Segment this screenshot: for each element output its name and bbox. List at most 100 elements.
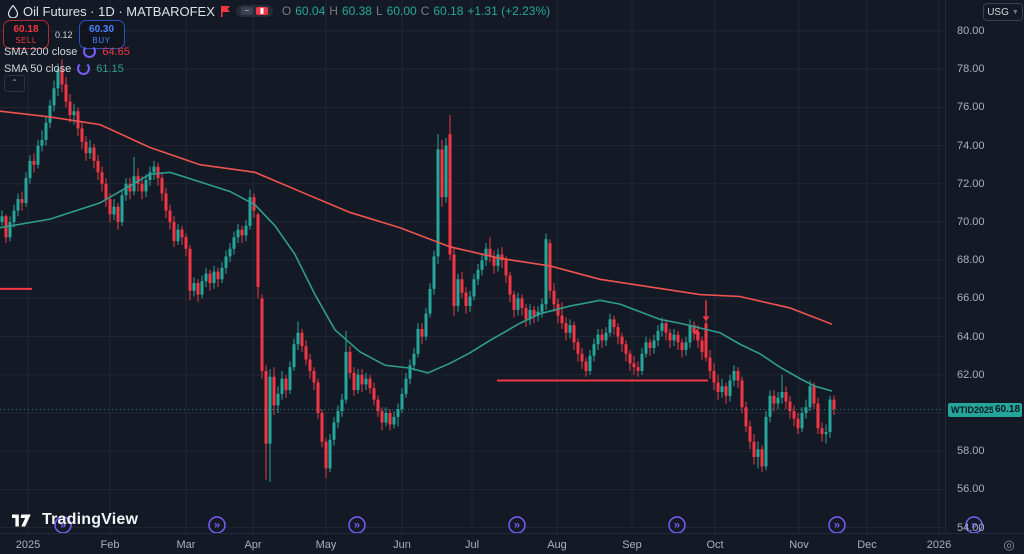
candle-body — [812, 386, 816, 404]
candle-body — [216, 271, 220, 280]
time-axis[interactable]: 2025 Feb Mar Apr May Jun Jul Aug Sep Oct Nov Dec 202… — [0, 533, 1024, 554]
candle-body — [264, 370, 268, 444]
candle-body — [752, 441, 756, 457]
candle-body — [624, 344, 628, 354]
last-price-tag: 60.18 — [993, 403, 1022, 417]
candle-body — [12, 210, 16, 222]
tradingview-logo-text: TradingView — [42, 511, 139, 528]
candle-body — [180, 229, 184, 238]
candle-body — [584, 361, 588, 371]
candle-body — [100, 172, 104, 184]
indicator-legend-sma50[interactable]: SMA 50 close 61.15 — [4, 62, 124, 75]
candle-body — [56, 69, 60, 89]
indicator-legend-sma200[interactable]: SMA 200 close 64.65 — [4, 45, 130, 58]
candle-body — [20, 199, 24, 203]
candle-body — [672, 334, 676, 341]
candle-body — [144, 179, 148, 192]
candle-body — [780, 391, 784, 398]
candle-body — [220, 267, 224, 280]
loading-spinner-icon — [77, 62, 91, 75]
double-arrow-icon: » — [514, 520, 520, 532]
candle-body — [308, 359, 312, 371]
candle-body — [404, 378, 408, 394]
scroll-to-recent-icon[interactable]: ◎ — [1003, 537, 1015, 552]
sell-price: 60.18 — [13, 23, 39, 35]
candle-body — [428, 288, 432, 314]
currency-unit-button[interactable]: USG ▼ — [983, 3, 1023, 21]
chevron-down-icon: ▼ — [1011, 8, 1019, 16]
tradingview-logo[interactable]: TradingView — [12, 511, 138, 529]
candle-body — [608, 319, 612, 333]
price-axis-label: 54.00 — [957, 521, 985, 534]
candle-body — [244, 225, 248, 236]
candle-body — [828, 399, 832, 433]
candle-body — [544, 239, 548, 305]
candle-body — [720, 386, 724, 392]
candle-body — [756, 449, 760, 457]
buy-button[interactable]: 60.30 BUY — [78, 20, 125, 49]
collapse-legend-button[interactable]: ⌃ — [4, 75, 25, 92]
candle-body — [348, 351, 352, 373]
candle-body — [612, 319, 616, 328]
flag-marker-icon[interactable]: ▮ — [255, 7, 268, 15]
candle-body — [152, 166, 156, 173]
candle-body — [604, 332, 608, 341]
candle-body — [664, 323, 668, 333]
price-axis-label: 74.00 — [957, 139, 985, 152]
candle-body — [824, 432, 828, 435]
candle-body — [148, 172, 152, 180]
candle-body — [680, 342, 684, 350]
candle-body — [716, 382, 720, 392]
time-axis-label: Oct — [706, 539, 724, 551]
candle-body — [592, 344, 596, 356]
symbol-title[interactable]: Oil Futures · 1D · MATBAROFEX — [23, 3, 215, 19]
candle-body — [724, 386, 728, 396]
candle-body — [728, 380, 732, 396]
sell-button[interactable]: 60.18 SELL — [3, 20, 49, 49]
candle-body — [212, 271, 216, 284]
candle-body — [24, 178, 28, 203]
candle-body — [580, 353, 584, 362]
candle-body — [536, 311, 540, 316]
candle-body — [192, 283, 196, 291]
quick-actions-pill[interactable]: − ▮ — [235, 5, 273, 17]
candle-body — [768, 395, 772, 417]
candle-body — [84, 141, 88, 154]
sma200-value: 64.65 — [102, 45, 130, 58]
candle-body — [140, 183, 144, 192]
candle-body — [808, 386, 812, 408]
candle-body — [472, 279, 476, 297]
candle-body — [396, 409, 400, 417]
candle-body — [236, 229, 240, 238]
candle-body — [460, 279, 464, 293]
candle-body — [104, 183, 108, 200]
candle-body — [392, 416, 396, 425]
candle-body — [468, 296, 472, 307]
candle-body — [496, 254, 500, 266]
time-axis-label: Jun — [393, 539, 411, 551]
candle-body — [8, 222, 12, 238]
candle-body — [588, 355, 592, 371]
candle-body — [560, 315, 564, 324]
price-axis[interactable]: 80.00 78.00 76.00 74.00 72.00 70.00 68.00 66.00… — [945, 0, 1024, 534]
candle-body — [712, 370, 716, 383]
candle-body — [416, 328, 420, 354]
candle-body — [124, 183, 128, 196]
candle-body — [732, 370, 736, 381]
candle-body — [112, 206, 116, 215]
hide-icon[interactable]: − — [240, 7, 253, 15]
candle-body — [156, 166, 160, 179]
candle-body — [684, 342, 688, 350]
candle-body — [196, 283, 200, 295]
candle-body — [72, 111, 76, 116]
candle-body — [336, 411, 340, 423]
candle-body — [352, 372, 356, 391]
candle-body — [736, 370, 740, 381]
candle-body — [744, 407, 748, 427]
candle-body — [188, 248, 192, 291]
candle-body — [340, 399, 344, 412]
candle-body — [788, 401, 792, 412]
tradingview-logo-mark — [12, 514, 31, 526]
flag-icon[interactable] — [220, 5, 231, 17]
